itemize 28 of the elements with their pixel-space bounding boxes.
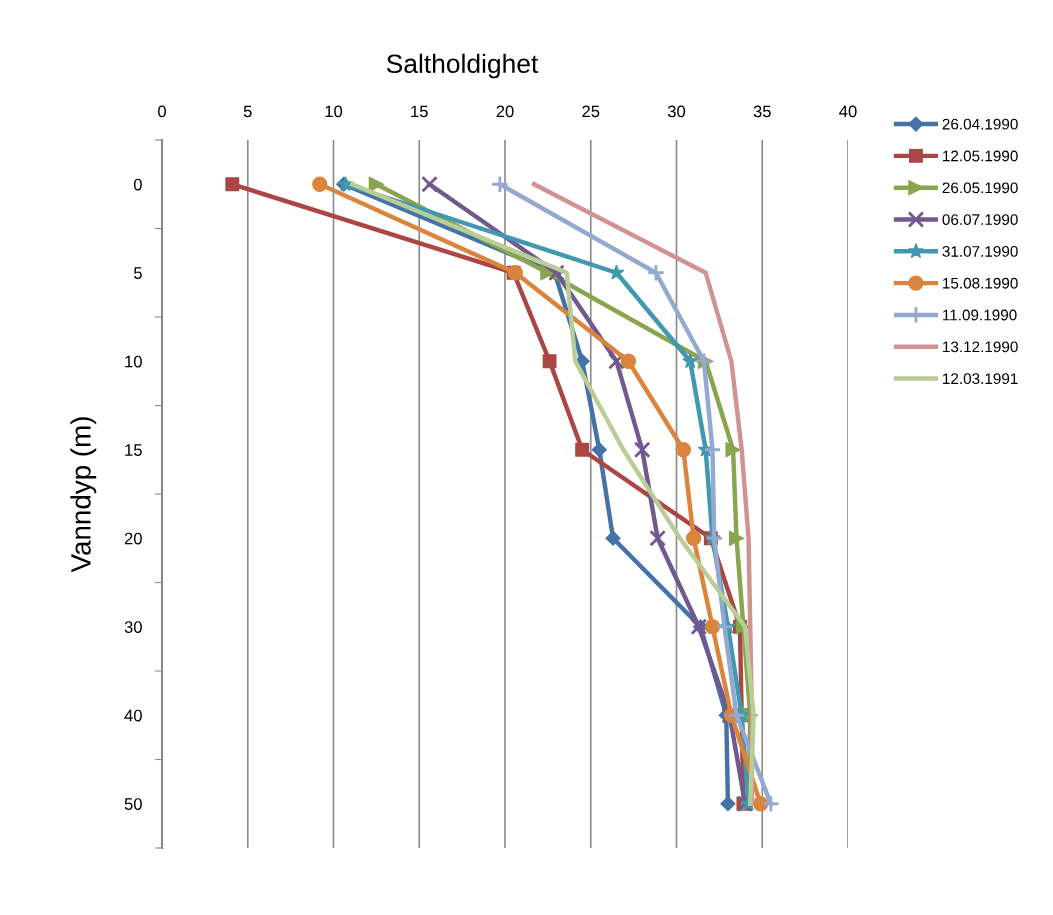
y-tick-label: 40 [124, 709, 142, 722]
x-tick-label: 35 [753, 105, 771, 118]
legend-label: 26.05.1990 [942, 182, 1018, 194]
y-axis-title: Vanndyp (m) [70, 417, 97, 573]
legend-label: 06.07.1990 [942, 214, 1018, 226]
legend-label: 15.08.1990 [943, 277, 1018, 289]
legend-label: 11.09.1990 [943, 309, 1017, 321]
x-tick-label: 15 [411, 105, 428, 118]
y-tick-label: 0 [133, 178, 142, 191]
y-tick-label: 15 [125, 444, 142, 456]
x-tick-label: 5 [243, 105, 252, 118]
y-tick-label: 10 [125, 355, 142, 368]
x-tick-label: 0 [158, 105, 166, 118]
x-tick-label: 30 [667, 105, 686, 118]
y-tick-label: 20 [124, 532, 142, 545]
legend-label: 26.04.1990 [942, 118, 1018, 130]
y-tick-label: 5 [133, 267, 142, 279]
chart-title: Saltholdighet [386, 53, 539, 79]
legend-label: 12.03.1991 [943, 373, 1018, 385]
x-tick-label: 25 [582, 105, 600, 118]
x-tick-label: 40 [839, 105, 857, 118]
x-tick-label: 10 [325, 105, 343, 118]
legend-label: 12.05.1990 [943, 150, 1018, 162]
legend-label: 31.07.1990 [942, 246, 1018, 257]
x-tick-label: 20 [496, 105, 514, 118]
y-tick-label: 50 [124, 798, 142, 810]
legend-label: 13.12.1990 [943, 341, 1018, 353]
y-tick-label: 30 [124, 621, 142, 633]
